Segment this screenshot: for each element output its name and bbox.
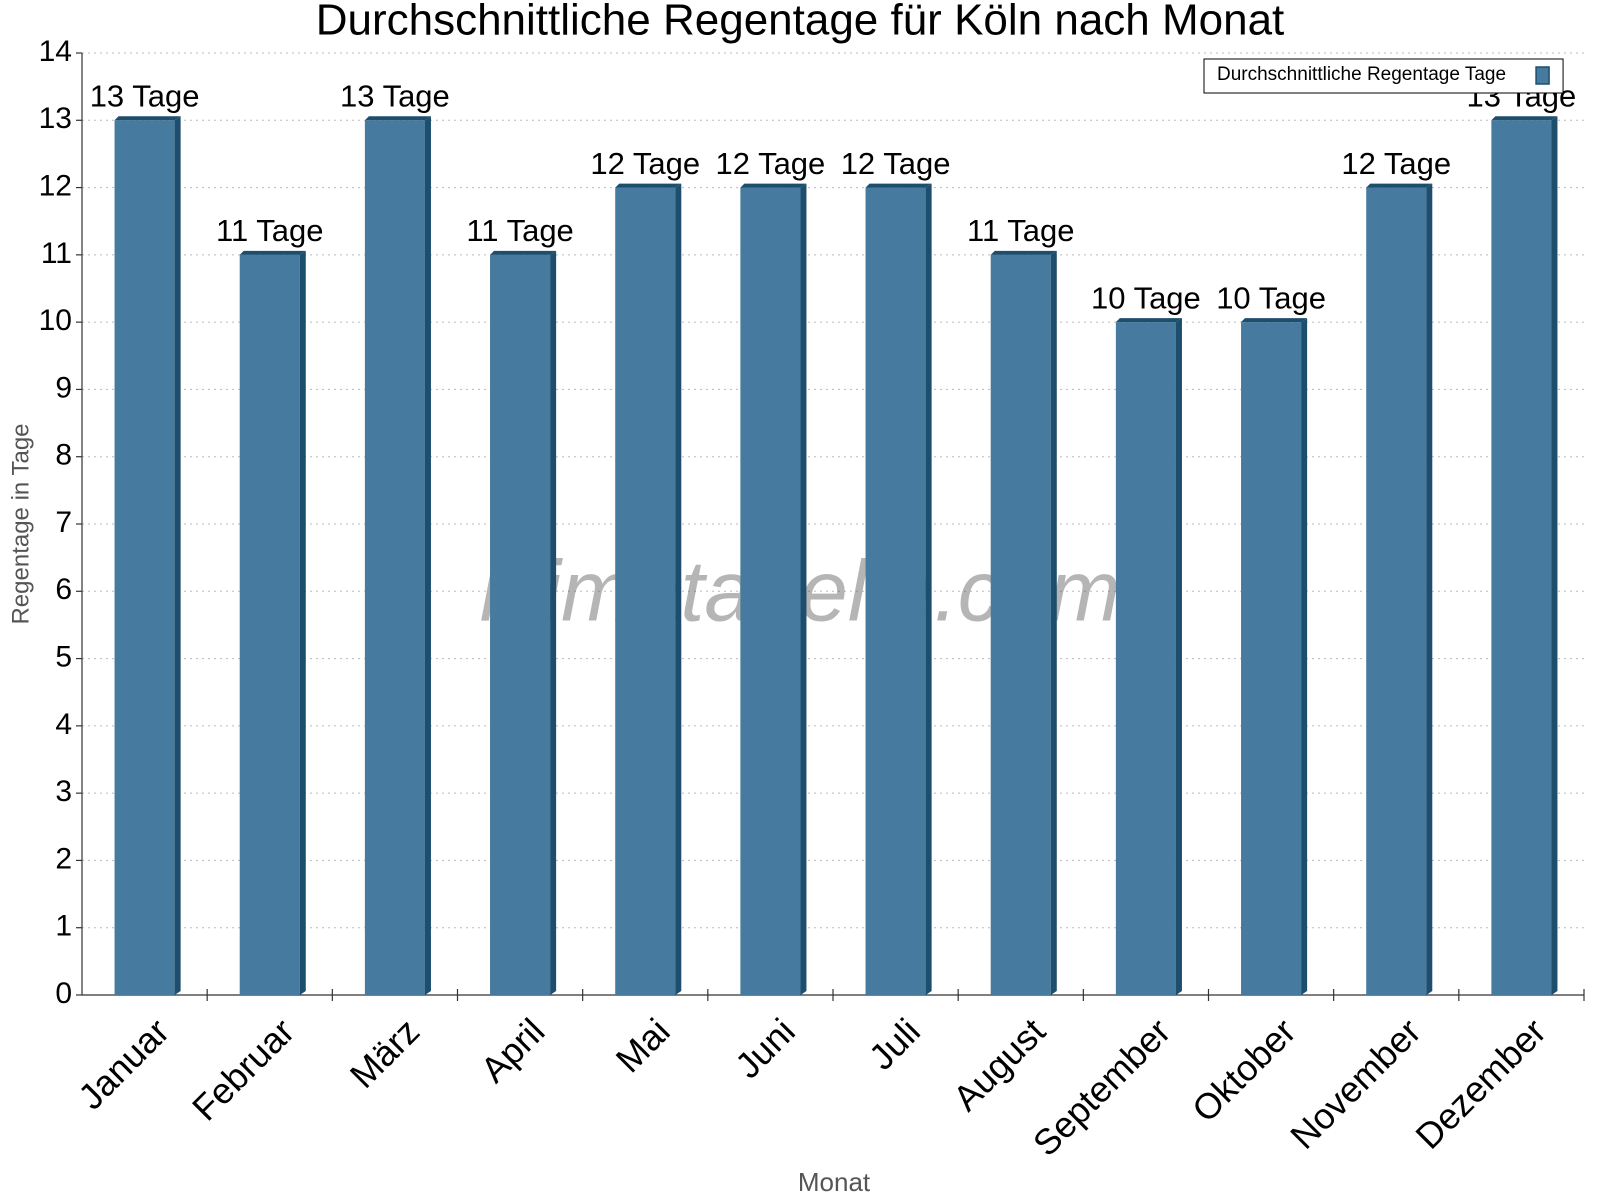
value-label: 10 Tage <box>1216 280 1326 315</box>
bar-top <box>990 250 1057 255</box>
bar-top <box>740 183 807 188</box>
bar <box>1366 187 1427 996</box>
x-tick-label: Juni <box>727 1010 803 1086</box>
value-label: 11 Tage <box>466 213 573 248</box>
bar-side <box>1050 250 1057 995</box>
x-tick-label: Mai <box>608 1010 678 1080</box>
value-label: 13 Tage <box>90 78 200 113</box>
bar-side <box>424 116 431 996</box>
bar-side <box>1551 116 1558 996</box>
bar-top <box>239 250 306 255</box>
bar <box>364 120 425 996</box>
bar-top <box>1115 318 1182 323</box>
bar <box>239 254 300 995</box>
x-tick-label: November <box>1282 1010 1428 1156</box>
x-tick-label: März <box>342 1010 428 1096</box>
value-label: 11 Tage <box>967 213 1074 248</box>
y-tick-label: 11 <box>41 237 72 270</box>
bar-side <box>299 250 306 995</box>
bar <box>740 187 801 996</box>
y-tick-label: 4 <box>55 708 72 741</box>
bar-side <box>1175 318 1182 996</box>
bar-top <box>1491 116 1558 121</box>
bar <box>865 187 926 996</box>
value-label: 12 Tage <box>716 146 826 181</box>
bar-top <box>615 183 682 188</box>
value-label: 12 Tage <box>590 146 700 181</box>
bar-side <box>925 183 932 996</box>
bar <box>1115 322 1176 996</box>
y-tick-label: 8 <box>55 439 72 472</box>
y-tick-label: 14 <box>39 35 72 68</box>
bar-side <box>1426 183 1433 996</box>
bar <box>615 187 676 996</box>
bar <box>1241 322 1302 996</box>
x-tick-label: Januar <box>70 1010 177 1117</box>
y-tick-label: 5 <box>55 640 72 673</box>
value-label: 13 Tage <box>340 78 450 113</box>
y-tick-label: 9 <box>55 371 72 404</box>
bar-top <box>364 116 431 121</box>
x-tick-label: Dezember <box>1407 1010 1553 1156</box>
y-tick-label: 12 <box>39 169 72 202</box>
value-label: 12 Tage <box>1341 146 1451 181</box>
y-axis-label: Regentage in Tage <box>7 423 34 624</box>
x-tick-label: August <box>945 1010 1053 1118</box>
bar-top <box>490 250 557 255</box>
y-tick-label: 2 <box>55 842 72 875</box>
bar-top <box>114 116 181 121</box>
y-tick-label: 3 <box>55 775 72 808</box>
bar <box>990 254 1051 995</box>
bar-top <box>1366 183 1433 188</box>
bar <box>490 254 551 995</box>
legend: Durchschnittliche Regentage Tage <box>1203 58 1564 94</box>
x-tick-label: Juli <box>861 1010 928 1077</box>
x-tick-label: April <box>473 1010 553 1090</box>
y-tick-label: 1 <box>55 910 72 943</box>
chart-title: Durchschnittliche Regentage für Köln nac… <box>316 0 1285 45</box>
legend-swatch <box>1535 66 1550 85</box>
legend-box <box>1203 58 1564 94</box>
x-tick-label: Oktober <box>1184 1010 1304 1130</box>
x-tick-label: September <box>1025 1010 1179 1164</box>
y-tick-label: 13 <box>39 102 72 135</box>
y-tick-label: 7 <box>55 506 72 539</box>
value-label: 12 Tage <box>841 146 951 181</box>
bar-side <box>675 183 682 996</box>
value-label: 10 Tage <box>1091 280 1201 315</box>
value-label: 11 Tage <box>216 213 323 248</box>
legend-label: Durchschnittliche Regentage Tage <box>1217 64 1506 85</box>
x-axis-label: Monat <box>798 1167 871 1197</box>
bar-top <box>865 183 932 188</box>
y-tick-label: 10 <box>39 304 72 337</box>
bar-side <box>800 183 807 996</box>
bar <box>114 120 175 996</box>
bar-side <box>174 116 181 996</box>
bar-side <box>1301 318 1308 996</box>
x-tick-label: Februar <box>184 1010 302 1128</box>
y-tick-label: 6 <box>55 573 72 606</box>
bar-side <box>550 250 557 995</box>
bar-top <box>1241 318 1308 323</box>
bar <box>1491 120 1552 996</box>
y-tick-label: 0 <box>55 977 72 1010</box>
